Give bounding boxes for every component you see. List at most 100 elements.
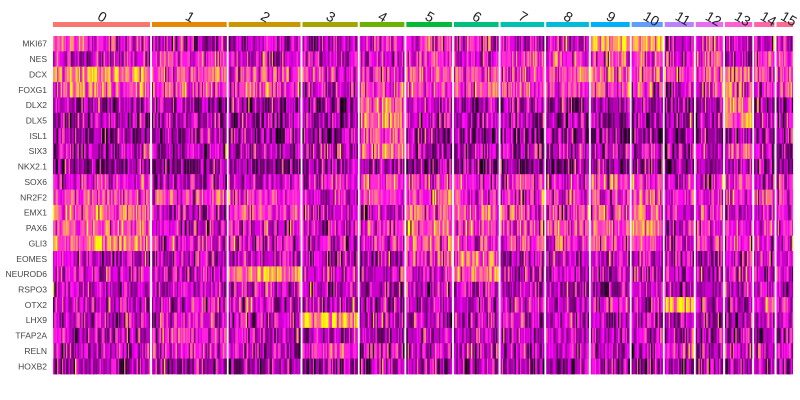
heat-cell-stripe — [69, 66, 72, 83]
heat-cell-stripe — [80, 312, 82, 329]
heat-cell-stripe — [287, 220, 289, 237]
heat-cell-stripe — [80, 297, 82, 313]
heat-cell-stripe — [325, 235, 328, 252]
heat-cell-stripe — [222, 312, 225, 329]
heat-cell-stripe — [371, 189, 374, 206]
heat-cell-stripe — [280, 281, 283, 298]
heat-cell-cluster-0-nr2f2 — [53, 189, 150, 206]
heat-cell-stripe — [414, 51, 416, 68]
heat-cell-stripe — [376, 51, 379, 68]
heat-cell-stripe — [419, 66, 421, 83]
heat-cell-stripe — [314, 297, 316, 313]
heat-cell-stripe — [385, 66, 388, 83]
heat-cell-stripe — [170, 51, 172, 68]
heat-cell-stripe — [391, 251, 393, 267]
heat-cell-stripe — [179, 189, 181, 206]
heat-cell-stripe — [410, 266, 412, 283]
heat-cell-stripe — [254, 128, 257, 144]
heat-cell-stripe — [256, 297, 258, 313]
heat-cell-stripe — [436, 312, 438, 329]
heat-cell-stripe — [344, 158, 347, 175]
heat-cell-stripe — [232, 235, 235, 252]
heat-cell-stripe — [267, 158, 270, 175]
heat-cell-stripe — [260, 189, 262, 206]
heat-cell-stripe — [201, 251, 204, 267]
heat-cell-stripe — [418, 51, 420, 68]
heat-cell-stripe — [416, 205, 419, 221]
heat-cell-stripe — [424, 51, 427, 68]
heat-cell-stripe — [393, 174, 396, 190]
heat-cell-stripe — [162, 128, 164, 144]
heat-cell-stripe — [273, 281, 275, 298]
heat-cell-stripe — [253, 112, 255, 129]
heat-cell-stripe — [411, 281, 414, 298]
heat-cell-stripe — [328, 36, 330, 52]
heat-cell-stripe — [379, 36, 381, 52]
heat-cell-stripe — [308, 281, 311, 298]
heat-cell-stripe — [128, 36, 130, 52]
heat-cell-stripe — [352, 174, 355, 190]
heat-cell-stripe — [217, 51, 219, 68]
heat-cell-stripe — [332, 97, 334, 114]
heat-cell-stripe — [176, 158, 179, 175]
heat-cell-stripe — [311, 297, 313, 313]
heat-cell-stripe — [427, 189, 429, 206]
heat-cell-stripe — [239, 220, 241, 237]
heat-cell-stripe — [125, 327, 127, 344]
heat-cell-stripe — [72, 327, 74, 344]
heat-cell-stripe — [109, 205, 112, 221]
heat-cell-stripe — [167, 128, 170, 144]
heat-cell-stripe — [151, 174, 154, 190]
heat-cell-stripe — [334, 220, 337, 237]
heat-cell-stripe — [282, 82, 284, 98]
heat-cell-stripe — [153, 36, 155, 52]
heat-cell-stripe — [463, 36, 465, 52]
heat-cell-stripe — [380, 128, 383, 144]
heat-cell-stripe — [400, 158, 402, 175]
heat-cell-stripe — [446, 174, 449, 190]
heat-cell-stripe — [212, 235, 214, 252]
heat-cell-stripe — [196, 112, 198, 129]
heat-cell-stripe — [163, 66, 166, 83]
heat-cell-stripe — [86, 312, 89, 329]
heat-cell-stripe — [303, 112, 306, 129]
heat-cell-stripe — [378, 297, 380, 313]
heat-cell-stripe — [492, 36, 494, 52]
heat-cell-stripe — [58, 343, 60, 359]
heat-cell-stripe — [142, 220, 144, 237]
heat-cell-stripe — [438, 281, 441, 298]
heat-cell-stripe — [263, 297, 266, 313]
heat-cell-stripe — [320, 112, 322, 129]
heat-cell-stripe — [118, 312, 121, 329]
heat-cell-stripe — [82, 82, 85, 98]
heat-cell-stripe — [128, 189, 130, 206]
heat-cell-stripe — [416, 174, 419, 190]
heat-cell-stripe — [335, 297, 338, 313]
heat-cell-stripe — [431, 51, 433, 68]
heat-cell-stripe — [400, 205, 402, 221]
heat-cell-stripe — [444, 312, 446, 329]
heat-cell-stripe — [303, 174, 306, 190]
heat-cell-stripe — [212, 205, 214, 221]
heat-cell-stripe — [271, 97, 274, 114]
heat-cell-stripe — [196, 97, 198, 114]
heat-cell-stripe — [270, 36, 272, 52]
heat-cell-stripe — [265, 235, 267, 252]
heat-cell-stripe — [269, 51, 271, 68]
heat-cell-stripe — [286, 189, 288, 206]
heat-cell-stripe — [337, 128, 339, 144]
heat-cell-stripe — [225, 220, 227, 237]
heat-cell-stripe — [59, 112, 61, 129]
heat-cell-stripe — [166, 251, 168, 267]
heat-cell-stripe — [166, 82, 168, 98]
heat-cell-stripe — [291, 112, 293, 129]
heat-cell-stripe — [109, 281, 112, 298]
heat-cell-stripe — [224, 281, 226, 298]
heat-cell-stripe — [192, 143, 195, 160]
cluster-bar-7 — [500, 22, 545, 27]
heat-cell-stripe — [446, 128, 449, 144]
heat-cell-stripe — [276, 66, 279, 83]
heat-cell-stripe — [243, 51, 245, 68]
heat-cell-stripe — [384, 297, 387, 313]
